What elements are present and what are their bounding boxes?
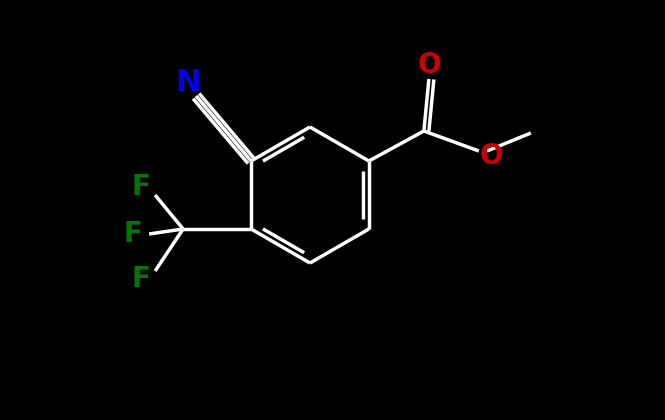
Text: F: F [132, 173, 150, 201]
Text: O: O [479, 142, 503, 170]
Text: F: F [124, 220, 142, 248]
Text: N: N [176, 68, 201, 97]
Text: O: O [417, 51, 441, 79]
Text: F: F [132, 265, 150, 293]
